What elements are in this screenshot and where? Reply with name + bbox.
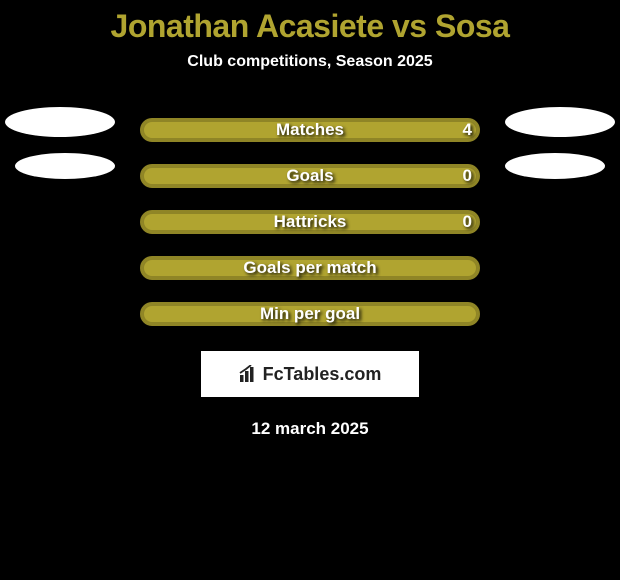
- stats-area: Matches 4 Goals 0 Hattricks 0: [0, 107, 620, 337]
- chart-container: Jonathan Acasiete vs Sosa Club competiti…: [0, 0, 620, 439]
- stat-label: Hattricks: [140, 212, 480, 232]
- stat-value: 0: [463, 166, 472, 186]
- logo-box: FcTables.com: [201, 351, 419, 397]
- stat-row-goals-per-match: Goals per match: [0, 245, 620, 291]
- stat-value: 0: [463, 212, 472, 232]
- chart-subtitle: Club competitions, Season 2025: [0, 53, 620, 71]
- date-text: 12 march 2025: [0, 419, 620, 439]
- chart-title: Jonathan Acasiete vs Sosa: [0, 8, 620, 45]
- stat-label: Goals: [140, 166, 480, 186]
- stat-row-matches: Matches 4: [0, 107, 620, 153]
- stat-bar: Matches 4: [140, 118, 480, 142]
- bar-chart-icon: [239, 365, 259, 383]
- stat-value: 4: [463, 120, 472, 140]
- stat-row-min-per-goal: Min per goal: [0, 291, 620, 337]
- stat-bar: Min per goal: [140, 302, 480, 326]
- stat-label: Matches: [140, 120, 480, 140]
- stat-row-goals: Goals 0: [0, 153, 620, 199]
- stat-bar: Hattricks 0: [140, 210, 480, 234]
- stat-label: Min per goal: [140, 304, 480, 324]
- stat-label: Goals per match: [140, 258, 480, 278]
- stat-bar: Goals 0: [140, 164, 480, 188]
- logo-content: FcTables.com: [239, 364, 382, 385]
- stat-bar: Goals per match: [140, 256, 480, 280]
- logo-text: FcTables.com: [263, 364, 382, 385]
- stat-row-hattricks: Hattricks 0: [0, 199, 620, 245]
